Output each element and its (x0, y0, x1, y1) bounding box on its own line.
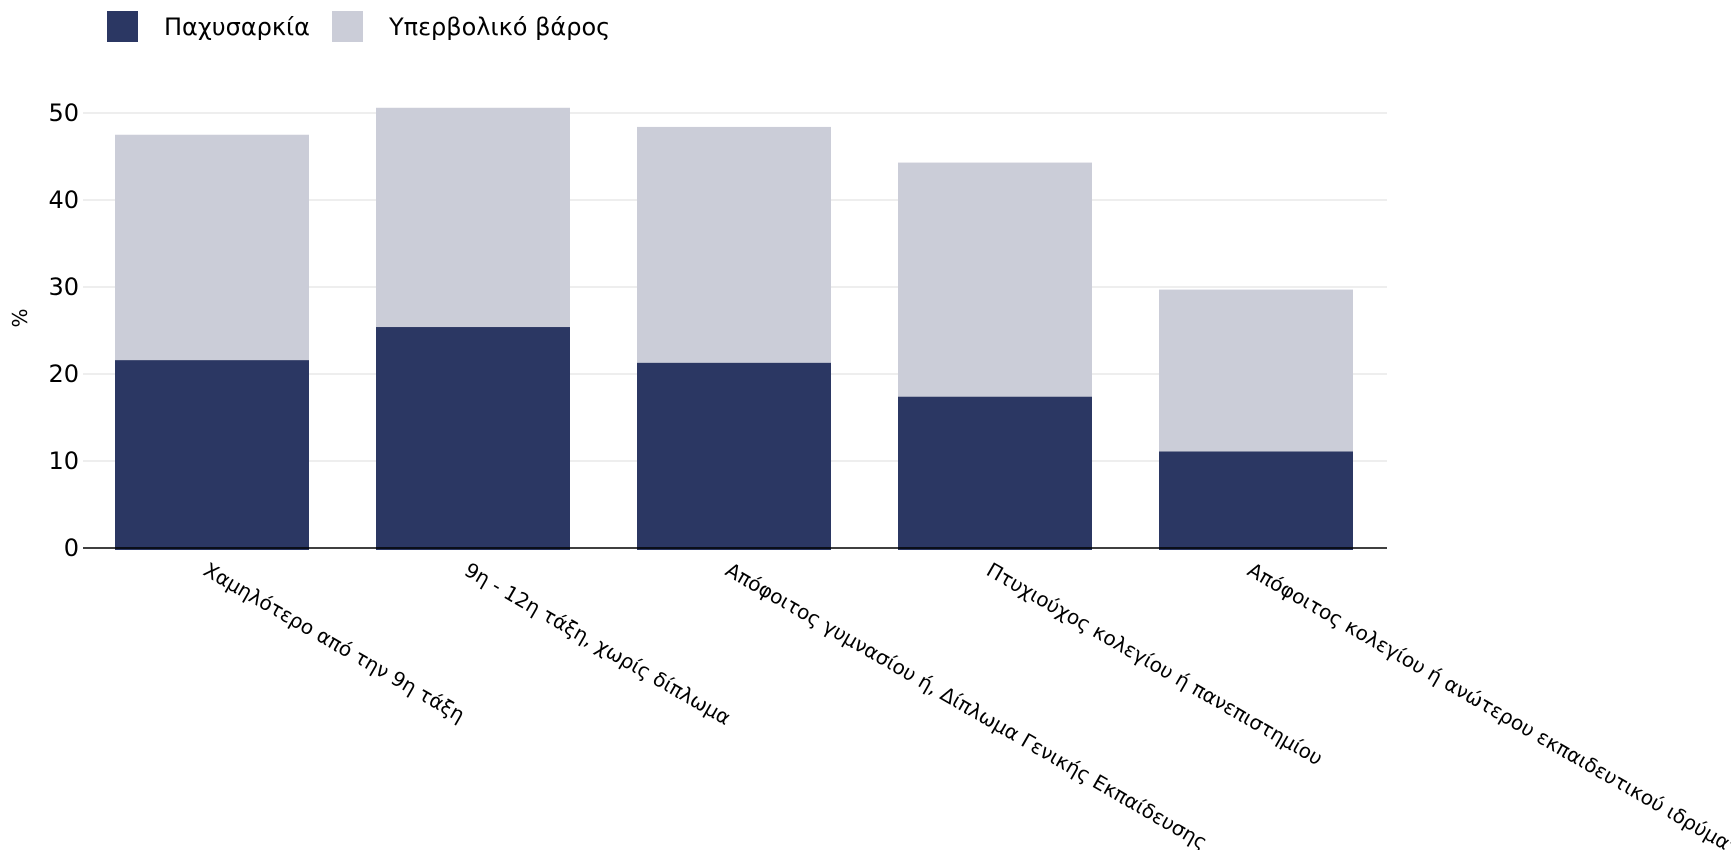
y-tick-label: 0 (64, 534, 79, 562)
x-tick-label: Απόφοιτος γυμνασίου ή, Δίπλωμα Γενικής Ε… (722, 558, 1212, 850)
legend-label-obesity: Παχυσαρκία (164, 12, 310, 41)
bar-obesity[interactable] (115, 360, 309, 550)
y-tick-label: 10 (48, 447, 79, 475)
bar-overweight[interactable] (898, 162, 1092, 397)
bar-overweight[interactable] (115, 134, 309, 361)
bar-obesity[interactable] (637, 362, 831, 550)
legend: Παχυσαρκία Υπερβολικό βάρος (107, 11, 632, 42)
y-tick-label: 40 (48, 186, 79, 214)
y-axis-title: % (8, 308, 32, 327)
legend-item-overweight[interactable]: Υπερβολικό βάρος (331, 11, 611, 42)
y-tick-label: 50 (48, 99, 79, 127)
x-tick-label: 9η - 12η τάξη, χωρίς δίπλωμα (461, 558, 735, 730)
y-tick-label: 20 (48, 360, 79, 388)
legend-swatch-overweight (331, 11, 363, 42)
legend-swatch-obesity (107, 11, 138, 42)
x-tick-label: Χαμηλότερο από την 9η τάξη (200, 558, 470, 727)
bar-obesity[interactable] (1159, 451, 1353, 550)
bar-overweight[interactable] (637, 126, 831, 363)
y-axis: 0 10 20 30 40 50 (48, 99, 79, 562)
x-tick-label: Απόφοιτος κολεγίου ή ανώτερου εκπαιδευτι… (1244, 558, 1731, 850)
y-tick-label: 30 (48, 273, 79, 301)
bar-obesity[interactable] (898, 396, 1092, 550)
legend-item-obesity[interactable]: Παχυσαρκία (107, 11, 310, 42)
legend-label-overweight: Υπερβολικό βάρος (388, 12, 611, 41)
bar-overweight[interactable] (376, 107, 570, 328)
bars (115, 107, 1353, 550)
bar-obesity[interactable] (376, 327, 570, 550)
bar-overweight[interactable] (1159, 289, 1353, 452)
